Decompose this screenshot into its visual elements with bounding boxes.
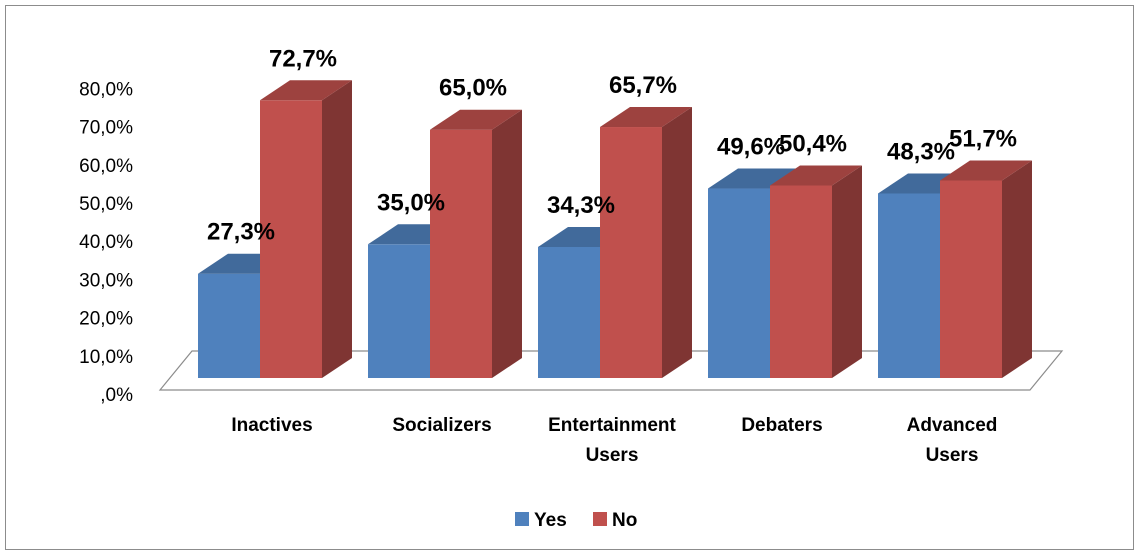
data-label: 50,4% (779, 130, 847, 157)
legend-swatch-yes (515, 512, 529, 526)
bar-side-no (322, 80, 352, 378)
data-label: 72,7% (269, 45, 337, 72)
y-tick-label: 50,0% (79, 194, 133, 215)
bar-top-no (600, 107, 692, 128)
data-label: 27,3% (207, 219, 275, 246)
x-category-label-line: Socializers (392, 415, 491, 436)
data-label: 35,0% (377, 189, 445, 216)
y-tick-label: 20,0% (79, 309, 133, 330)
bar-top-no (430, 109, 522, 130)
legend-label-yes: Yes (534, 510, 567, 531)
bar-side-no (492, 109, 522, 378)
bar-yes (708, 188, 770, 378)
x-category-label: Advanced Users (907, 415, 998, 466)
x-category-label: Debaters (741, 415, 822, 436)
x-category-label: Socializers (392, 415, 491, 436)
bar-no (430, 129, 492, 378)
bar-no (940, 180, 1002, 378)
bar-yes (538, 246, 600, 378)
bar-no (600, 127, 662, 378)
bar-top-no (940, 160, 1032, 181)
x-category-label-line: Debaters (741, 415, 822, 436)
x-category-label-line: Entertainment (548, 415, 676, 436)
x-category-label: Inactives (231, 415, 312, 436)
y-tick-label: 80,0% (79, 79, 133, 100)
x-category-label-line: Users (926, 445, 979, 466)
y-tick-label: 10,0% (79, 347, 133, 368)
x-category-label: Entertainment Users (548, 415, 676, 466)
x-category-label-line: Advanced (907, 415, 998, 436)
bar-top-no (260, 80, 352, 101)
bar-no (260, 100, 322, 378)
bar-yes (878, 193, 940, 378)
x-category-label-line: Users (586, 445, 639, 466)
y-tick-label: 30,0% (79, 270, 133, 291)
data-label: 65,7% (609, 72, 677, 99)
bar-yes (198, 273, 260, 378)
y-tick-label: 70,0% (79, 118, 133, 139)
data-label: 51,7% (949, 126, 1017, 153)
legend-label-no: No (612, 510, 637, 531)
data-label: 48,3% (887, 138, 955, 165)
bar-side-no (662, 107, 692, 378)
y-tick-label: 40,0% (79, 232, 133, 253)
data-label: 49,6% (717, 134, 785, 161)
y-tick-label: ,0% (100, 385, 133, 406)
bar-top-no (770, 165, 862, 186)
bar-side-no (1002, 160, 1032, 378)
bar-side-no (832, 165, 862, 378)
legend-swatch-no (593, 512, 607, 526)
bar-no (770, 185, 832, 378)
bar-yes (368, 244, 430, 378)
y-tick-label: 60,0% (79, 156, 133, 177)
data-label: 65,0% (439, 75, 507, 102)
x-category-label-line: Inactives (231, 415, 312, 436)
data-label: 34,3% (547, 192, 615, 219)
